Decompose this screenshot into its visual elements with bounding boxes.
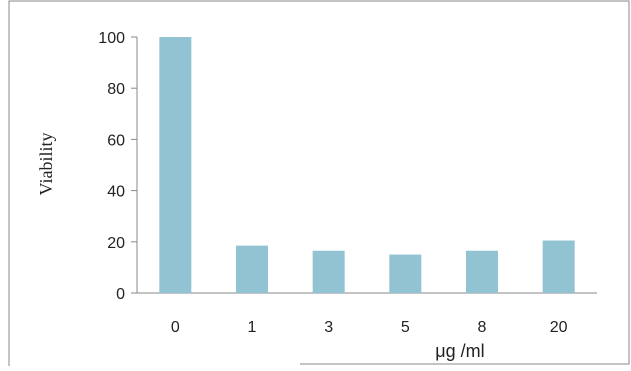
- y-ticks: 0 20 40 60 80 100: [98, 30, 137, 303]
- bar: [389, 254, 422, 293]
- x-tick-label: 5: [401, 319, 410, 336]
- y-tick-label: 0: [116, 286, 125, 303]
- chart-frame: [8, 0, 630, 366]
- x-tick-label: 0: [171, 319, 180, 336]
- bar: [159, 37, 192, 293]
- bars: [159, 37, 575, 293]
- x-tick-labels: 0 1 3 5 8 20: [171, 319, 568, 336]
- bar: [312, 250, 345, 293]
- bar: [542, 240, 575, 293]
- y-tick-label: 40: [107, 184, 125, 201]
- bar: [466, 250, 498, 293]
- x-axis-title: μg /ml: [435, 341, 484, 361]
- x-tick-label: 8: [478, 319, 487, 336]
- y-tick-label: 20: [107, 235, 125, 252]
- x-tick-label: 20: [550, 319, 568, 336]
- bar: [236, 245, 268, 293]
- y-axis-title: Viability: [36, 133, 56, 196]
- x-tick-label: 1: [248, 319, 257, 336]
- y-tick-label: 100: [98, 30, 125, 47]
- x-tick-label: 3: [324, 319, 333, 336]
- y-tick-label: 80: [107, 81, 125, 98]
- y-tick-label: 60: [107, 132, 125, 149]
